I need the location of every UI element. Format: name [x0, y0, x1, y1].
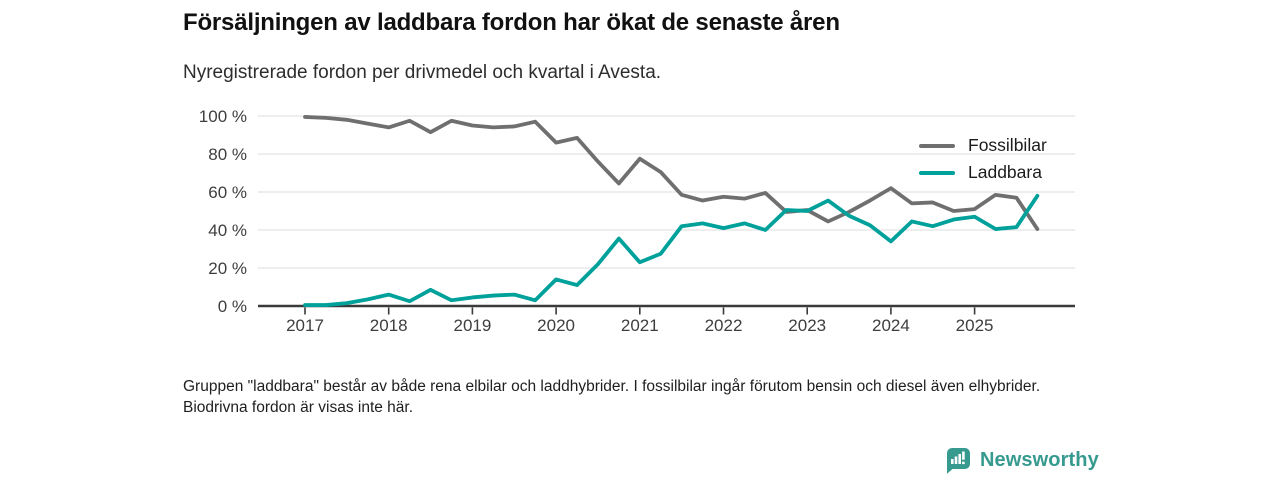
svg-text:2017: 2017: [286, 316, 324, 335]
svg-text:2025: 2025: [956, 316, 994, 335]
newsworthy-logo-icon: [947, 448, 970, 474]
chart-legend: Fossilbilar Laddbara: [919, 132, 1047, 186]
svg-text:2019: 2019: [453, 316, 491, 335]
svg-text:60 %: 60 %: [208, 183, 247, 202]
legend-label-laddbara: Laddbara: [968, 162, 1042, 182]
legend-swatch-laddbara: [919, 170, 955, 175]
svg-text:20 %: 20 %: [208, 259, 247, 278]
svg-text:2018: 2018: [370, 316, 408, 335]
newsworthy-logo: Newsworthy: [942, 446, 1099, 475]
svg-text:2024: 2024: [872, 316, 910, 335]
svg-text:2023: 2023: [788, 316, 826, 335]
svg-text:80 %: 80 %: [208, 145, 247, 164]
legend-label-fossilbilar: Fossilbilar: [968, 135, 1047, 155]
svg-text:40 %: 40 %: [208, 221, 247, 240]
chart-title: Försäljningen av laddbara fordon har öka…: [183, 9, 840, 36]
legend-item-fossilbilar: Fossilbilar: [919, 132, 1047, 159]
legend-swatch-fossilbilar: [919, 143, 955, 148]
newsworthy-logo-text: Newsworthy: [980, 449, 1099, 471]
svg-text:0 %: 0 %: [218, 297, 247, 316]
legend-item-laddbara: Laddbara: [919, 159, 1047, 186]
footnote: Gruppen "laddbara" består av både rena e…: [183, 378, 1041, 416]
svg-text:2022: 2022: [705, 316, 743, 335]
chart-subtitle: Nyregistrerade fordon per drivmedel och …: [183, 62, 662, 83]
svg-text:2021: 2021: [621, 316, 659, 335]
svg-text:100 %: 100 %: [199, 107, 247, 126]
svg-text:2020: 2020: [537, 316, 575, 335]
